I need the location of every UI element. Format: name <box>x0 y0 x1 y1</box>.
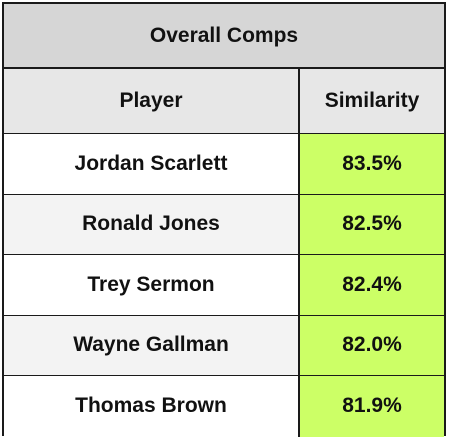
table-row: Ronald Jones 82.5% <box>4 194 444 255</box>
player-cell: Ronald Jones <box>4 194 300 254</box>
table-row: Jordan Scarlett 83.5% <box>4 134 444 195</box>
table-row: Trey Sermon 82.4% <box>4 255 444 316</box>
player-cell: Thomas Brown <box>4 376 300 437</box>
player-cell: Wayne Gallman <box>4 315 300 375</box>
table-title: Overall Comps <box>4 4 444 69</box>
similarity-cell: 82.5% <box>300 194 444 254</box>
similarity-cell: 82.4% <box>300 255 444 315</box>
comps-table: Overall Comps Player Similarity Jordan S… <box>2 2 446 437</box>
similarity-column-header: Similarity <box>324 89 420 112</box>
similarity-cell: 81.9% <box>300 376 444 437</box>
player-column-header: Player <box>4 69 300 133</box>
header-row: Player Similarity <box>4 69 444 134</box>
similarity-cell: 83.5% <box>300 134 444 194</box>
player-cell: Jordan Scarlett <box>4 134 300 194</box>
similarity-cell: 82.0% <box>300 315 444 375</box>
table-row: Wayne Gallman 82.0% <box>4 315 444 376</box>
table-row: Thomas Brown 81.9% <box>4 376 444 437</box>
player-cell: Trey Sermon <box>4 255 300 315</box>
